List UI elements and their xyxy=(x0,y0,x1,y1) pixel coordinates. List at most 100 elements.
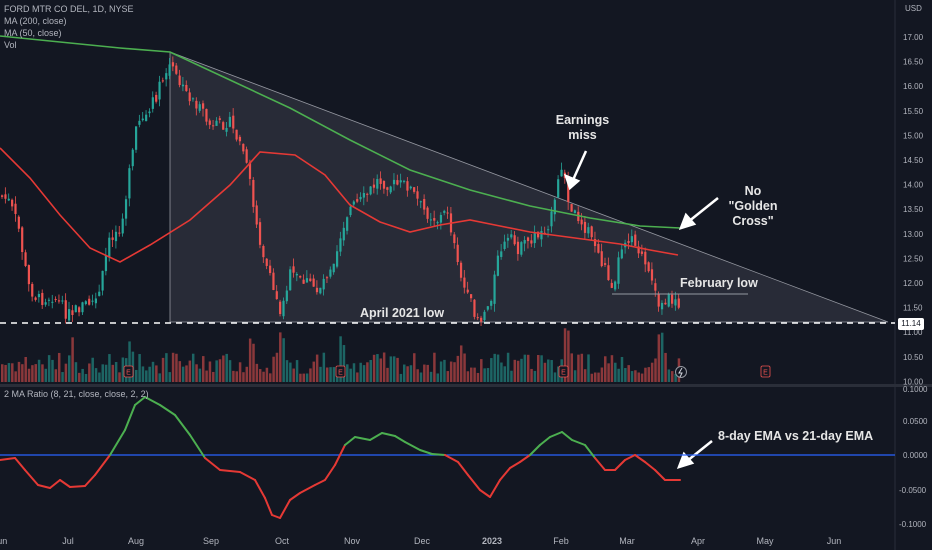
pane-separator[interactable] xyxy=(0,384,932,387)
volume-bar xyxy=(305,373,309,382)
volume-bar xyxy=(439,361,443,382)
ratio-segment xyxy=(431,453,446,456)
volume-bar xyxy=(225,353,228,382)
candle-body xyxy=(289,269,292,291)
ratio-segment xyxy=(529,444,541,456)
volume-bar xyxy=(620,356,624,382)
price-tick: 14.50 xyxy=(903,156,924,165)
ma50-line xyxy=(0,147,679,263)
candle-body xyxy=(513,235,516,245)
candle-body xyxy=(416,191,419,199)
volume-bar xyxy=(510,370,513,382)
candle-body xyxy=(225,127,228,132)
candle-body xyxy=(178,75,181,86)
volume-bar xyxy=(118,372,121,382)
volume-bar xyxy=(624,368,627,382)
volume-bar xyxy=(265,367,269,382)
candle-body xyxy=(114,231,118,242)
ma50-legend[interactable]: MA (50, close) xyxy=(4,28,62,38)
volume-bar xyxy=(520,358,523,382)
volume-bar xyxy=(242,372,245,382)
ratio-segment xyxy=(0,457,16,461)
golden-cross-note: No "Golden Cross" xyxy=(728,184,778,228)
ratio-axis[interactable]: 0.1000 0.0500 0.0000 -0.0500 -0.1000 xyxy=(899,385,928,529)
volume-bar xyxy=(161,357,165,382)
ema-ratio-segments xyxy=(0,396,681,519)
volume-legend[interactable]: Vol xyxy=(4,40,17,50)
ratio-segment xyxy=(174,414,191,436)
ratio-segment xyxy=(239,471,256,481)
candle-body xyxy=(356,199,359,202)
candle-body xyxy=(191,98,195,100)
lightning-badge[interactable] xyxy=(675,366,687,378)
candle-body xyxy=(71,310,74,315)
candle-body xyxy=(14,203,17,214)
candle-body xyxy=(362,193,365,198)
ratio-legend[interactable]: 2 MA Ratio (8, 21, close, close, 2, 2) xyxy=(4,389,149,399)
candle-body xyxy=(627,241,630,243)
candle-body xyxy=(486,306,489,310)
earnings-badge: E xyxy=(763,370,768,377)
candle-body xyxy=(614,281,617,290)
volume-bar xyxy=(205,370,208,382)
candle-body xyxy=(443,210,446,213)
volume-bar xyxy=(580,353,584,382)
volume-bar xyxy=(647,367,651,382)
ratio-segment xyxy=(624,454,636,461)
volume-bar xyxy=(84,373,88,382)
volume-bar xyxy=(500,362,503,382)
time-tick: Mar xyxy=(619,536,635,546)
annotation-arrows xyxy=(563,150,719,469)
volume-bar xyxy=(51,359,54,382)
volume-bar xyxy=(436,373,439,382)
candle-body xyxy=(248,162,252,179)
ma200-legend[interactable]: MA (200, close) xyxy=(4,16,67,26)
volume-bar xyxy=(537,354,540,382)
volume-bar xyxy=(570,353,573,382)
volume-bar xyxy=(650,362,654,382)
time-axis[interactable]: Jun Jul Aug Sep Oct Nov Dec 2023 Feb Mar Apr May Jun xyxy=(0,536,841,546)
candle-body xyxy=(305,278,309,283)
candle-body xyxy=(228,116,231,127)
symbol-legend[interactable]: FORD MTR CO DEL, 1D, NYSE xyxy=(4,4,134,14)
candle-body xyxy=(61,300,64,302)
ratio-segment xyxy=(204,457,221,471)
candle-body xyxy=(429,219,432,221)
time-tick: Jul xyxy=(62,536,74,546)
candle-body xyxy=(31,283,34,297)
time-tick: Nov xyxy=(344,536,361,546)
volume-bar xyxy=(195,364,198,382)
time-tick: Sep xyxy=(203,536,219,546)
volume-bar xyxy=(4,364,7,382)
time-tick: Apr xyxy=(691,536,705,546)
volume-bar xyxy=(138,354,141,382)
candle-body xyxy=(252,179,255,207)
earnings-badge: E xyxy=(126,370,131,377)
candle-body xyxy=(604,263,607,265)
february-low-note: February low xyxy=(680,276,758,290)
candle-body xyxy=(41,292,44,305)
volume-bar xyxy=(322,352,326,382)
candle-body xyxy=(34,297,37,300)
candle-body xyxy=(121,218,124,234)
volume-bar xyxy=(151,361,155,382)
candle-body xyxy=(145,114,148,121)
volume-bar xyxy=(466,371,470,382)
ratio-segment xyxy=(144,396,161,406)
volume-bar xyxy=(614,362,617,382)
price-tick: 13.00 xyxy=(903,230,924,239)
candle-body xyxy=(155,94,158,102)
candle-body xyxy=(17,216,20,229)
volume-bar xyxy=(409,365,413,382)
ratio-segment xyxy=(381,432,396,437)
ratio-segment xyxy=(499,467,511,481)
candle-body xyxy=(650,269,654,281)
price-axis[interactable]: 17.00 16.50 16.00 15.50 15.00 14.50 14.00 13.50… xyxy=(903,33,924,386)
time-tick: Feb xyxy=(553,536,569,546)
ratio-segment xyxy=(189,434,206,459)
candle-body xyxy=(339,238,342,252)
volume-bar xyxy=(640,373,644,382)
volume-bar xyxy=(523,354,527,382)
